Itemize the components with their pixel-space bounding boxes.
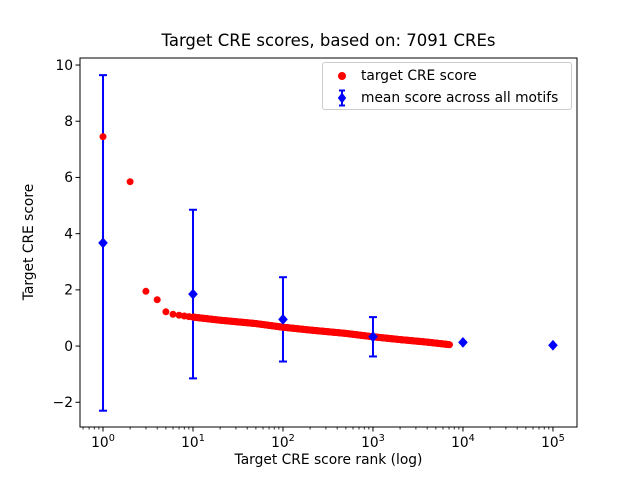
target-score-point: [169, 310, 177, 318]
legend-entry-target-score: target CRE score: [323, 65, 571, 87]
legend-entry-mean-score: mean score across all motifs: [323, 87, 571, 109]
x-tick-label: 102: [271, 433, 295, 451]
y-tick-label: 6: [64, 170, 73, 186]
y-tick-label: 8: [64, 114, 73, 130]
legend: target CRE score mean score across all m…: [322, 62, 572, 110]
target-score-scatter: [99, 133, 453, 349]
target-score-point: [153, 296, 161, 304]
target-score-point: [175, 311, 183, 319]
x-tick-label: 100: [91, 433, 115, 451]
mean-score-diamond: [188, 288, 198, 300]
y-axis-ticks: −2 0 2 4 6 8 10: [53, 58, 80, 411]
chart-title: Target CRE scores, based on: 7091 CREs: [161, 31, 496, 50]
y-tick-label: −2: [53, 395, 73, 411]
x-tick-label: 103: [361, 433, 385, 451]
blue-diamond-errorbar-icon: [323, 88, 361, 108]
x-axis-label: Target CRE score rank (log): [234, 452, 423, 468]
target-score-point: [446, 341, 453, 349]
mean-score-diamond: [458, 337, 468, 348]
target-score-point: [162, 308, 170, 316]
mean-score-errorbars: [99, 74, 377, 412]
legend-red-dot: [338, 72, 346, 80]
mean-score-diamond: [368, 331, 378, 343]
mean-score-diamond: [548, 339, 558, 351]
y-axis-label: Target CRE score: [21, 183, 37, 301]
red-circle-marker-icon: [323, 68, 361, 84]
y-tick-label: 0: [64, 339, 73, 355]
mean-score-diamond: [98, 237, 108, 249]
x-tick-label: 104: [451, 433, 475, 451]
axes-frame: [79, 57, 578, 428]
target-score-point: [126, 178, 134, 186]
target-score-point: [99, 133, 107, 141]
x-tick-label: 101: [181, 433, 205, 451]
target-score-point: [142, 287, 150, 295]
x-tick-label: 105: [541, 433, 565, 451]
y-tick-label: 4: [64, 226, 73, 242]
y-tick-label: 2: [64, 283, 73, 299]
y-tick-label: 10: [55, 58, 73, 74]
legend-blue-diamond: [337, 92, 347, 104]
x-axis-ticks: 100 101 102 103 104 105: [82, 427, 565, 451]
mean-score-markers: [98, 237, 558, 351]
mean-score-diamond: [278, 313, 288, 325]
legend-label-mean-score: mean score across all motifs: [361, 90, 559, 106]
legend-label-target-score: target CRE score: [361, 68, 477, 84]
